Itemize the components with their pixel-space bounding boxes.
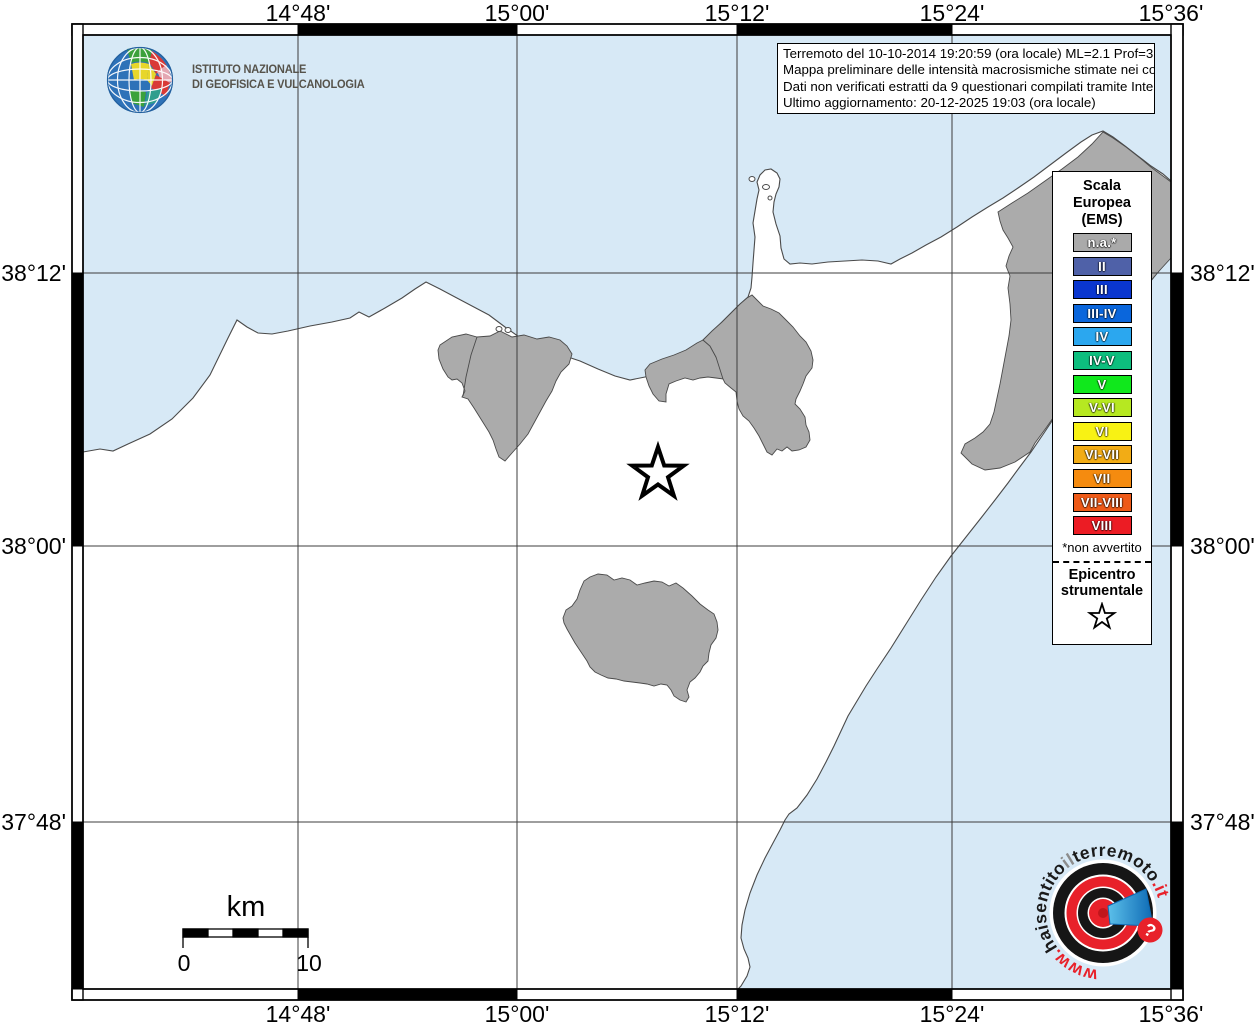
axis-bottom-tick: 15°00' — [484, 1001, 550, 1027]
axis-left-tick: 38°00' — [1, 533, 66, 559]
legend-swatch: VII — [1072, 468, 1132, 488]
legend-epicenter-label: Epicentro strumentale — [1060, 566, 1144, 599]
grid-lines — [83, 35, 1171, 989]
info-line-questionnaires: Dati non verificati estratti da 9 questi… — [783, 78, 1155, 94]
axis-left-tick: 38°12' — [1, 260, 66, 286]
axis-top-tick: 15°24' — [919, 0, 985, 26]
axis-left-tick: 37°48' — [1, 809, 66, 835]
land-sicily — [83, 130, 1171, 989]
axis-right-tick: 37°48' — [1190, 809, 1255, 835]
legend-swatch: IV-V — [1072, 350, 1132, 370]
legend-swatch: VI-VII — [1072, 445, 1132, 465]
legend-title-line2: Europea — [1072, 195, 1131, 211]
haisentitoilterremoto-watermark-logo: ? www.haisentitoilterremoto.it — [1030, 840, 1173, 986]
legend-swatch: VI — [1072, 421, 1132, 441]
legend-swatch: VIII — [1072, 516, 1132, 536]
axis-bottom-tick: 15°12' — [704, 1001, 770, 1027]
legend-swatch: n.a.* — [1072, 233, 1132, 252]
municipality-na-inland — [562, 573, 719, 703]
municipality-na-central — [702, 294, 814, 456]
ingv-logo-line1: ISTITUTO NAZIONALE — [192, 62, 307, 76]
axis-bottom-tick: 14°48' — [265, 1001, 331, 1027]
municipality-na-coastal-small — [644, 339, 724, 403]
small-islands — [495, 176, 773, 333]
scale-bar-end: 10 — [296, 950, 322, 976]
watermark-bullseye-icon — [1053, 863, 1153, 963]
legend-title-line3: (EMS) — [1081, 212, 1123, 228]
axis-bottom-tick: 15°36' — [1138, 1001, 1204, 1027]
epicenter-star-legend-icon — [1086, 600, 1118, 630]
legend-title-line1: Scala — [1083, 178, 1121, 194]
legend-swatch: IV — [1072, 327, 1132, 347]
scale-bar-start: 0 — [178, 950, 191, 976]
legend-divider — [1053, 560, 1151, 563]
axis-right-tick: 38°00' — [1190, 533, 1255, 559]
legend-title: Scala Europea (EMS) — [1053, 172, 1151, 229]
axis-top-tick: 15°00' — [484, 0, 550, 26]
info-line-updated: Ultimo aggiornamento: 20-12-2025 19:03 (… — [783, 94, 1096, 110]
legend-footnote: *non avvertito — [1062, 539, 1142, 555]
legend-ems-scale: Scala Europea (EMS) n.a.* II III III-IV … — [1052, 171, 1152, 645]
info-line-event: Terremoto del 10-10-2014 19:20:59 (ora l… — [783, 46, 1155, 61]
scale-bar: km 0 10 — [178, 891, 322, 976]
axis-top-tick: 15°12' — [704, 0, 770, 26]
legend-swatch: II — [1072, 256, 1132, 276]
municipality-boundary-line — [462, 336, 478, 397]
scale-bar-unit: km — [227, 891, 266, 923]
legend-swatch: V-VI — [1072, 398, 1132, 418]
legend-swatches: n.a.* II III III-IV IV IV-V V V-VI VI VI… — [1053, 233, 1151, 536]
map-frame — [71, 23, 1184, 1001]
ingv-logo-line2: DI GEOFISICA E VULCANOLOGIA — [192, 77, 365, 91]
earthquake-info-box: Terremoto del 10-10-2014 19:20:59 (ora l… — [777, 43, 1155, 114]
axis-right-tick: 38°12' — [1190, 260, 1255, 286]
axis-top-tick: 15°36' — [1138, 0, 1204, 26]
ingv-logo-text: ISTITUTO NAZIONALE DI GEOFISICA E VULCAN… — [192, 62, 431, 92]
legend-epicenter-star — [1053, 600, 1151, 637]
info-line-map-type: Mappa preliminare delle intensità macros… — [783, 62, 1155, 78]
epicenter-star-icon — [626, 440, 690, 501]
legend-swatch: VII-VIII — [1072, 492, 1132, 512]
legend-swatch: V — [1072, 374, 1132, 394]
legend-swatch: III-IV — [1072, 303, 1132, 323]
legend-swatch: III — [1072, 280, 1132, 300]
question-badge-icon: ? — [1137, 917, 1163, 943]
ingv-globe-icon — [106, 46, 174, 114]
axis-bottom-tick: 15°24' — [919, 1001, 985, 1027]
municipality-na-west — [437, 330, 573, 462]
axis-top-tick: 14°48' — [265, 0, 331, 26]
